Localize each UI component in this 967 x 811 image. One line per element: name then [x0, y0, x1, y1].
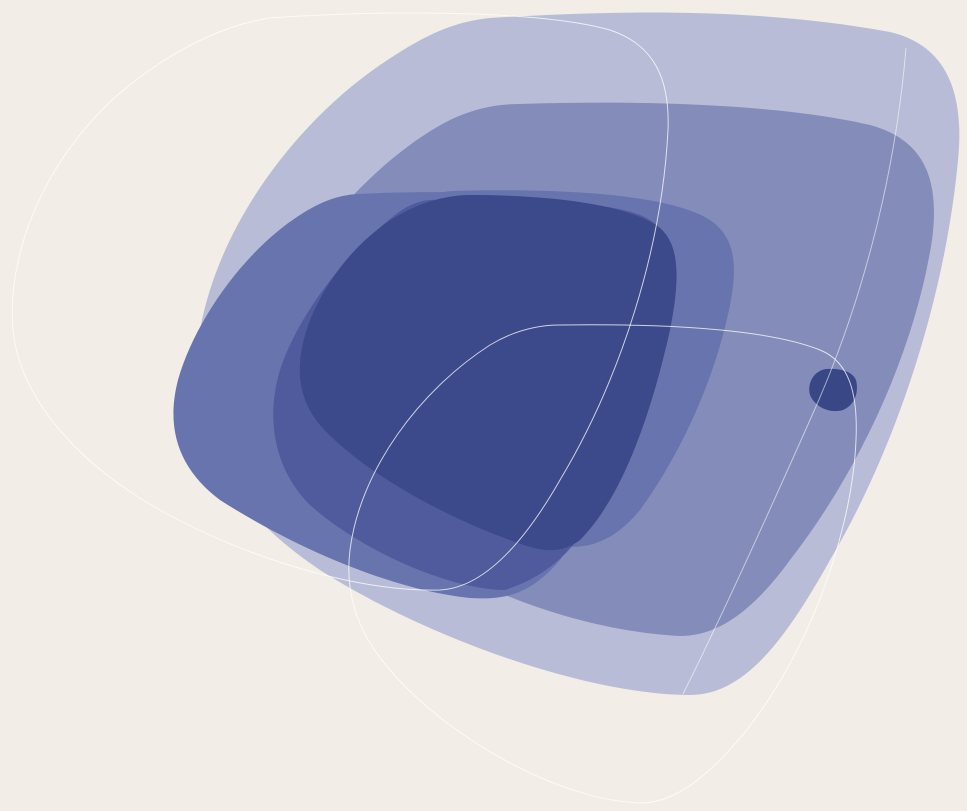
outline-right-loop [348, 324, 857, 804]
small-dot [809, 368, 857, 412]
outline-left-loop [11, 12, 669, 591]
core-blob [299, 195, 677, 551]
outline-diagonal-line [682, 47, 907, 695]
